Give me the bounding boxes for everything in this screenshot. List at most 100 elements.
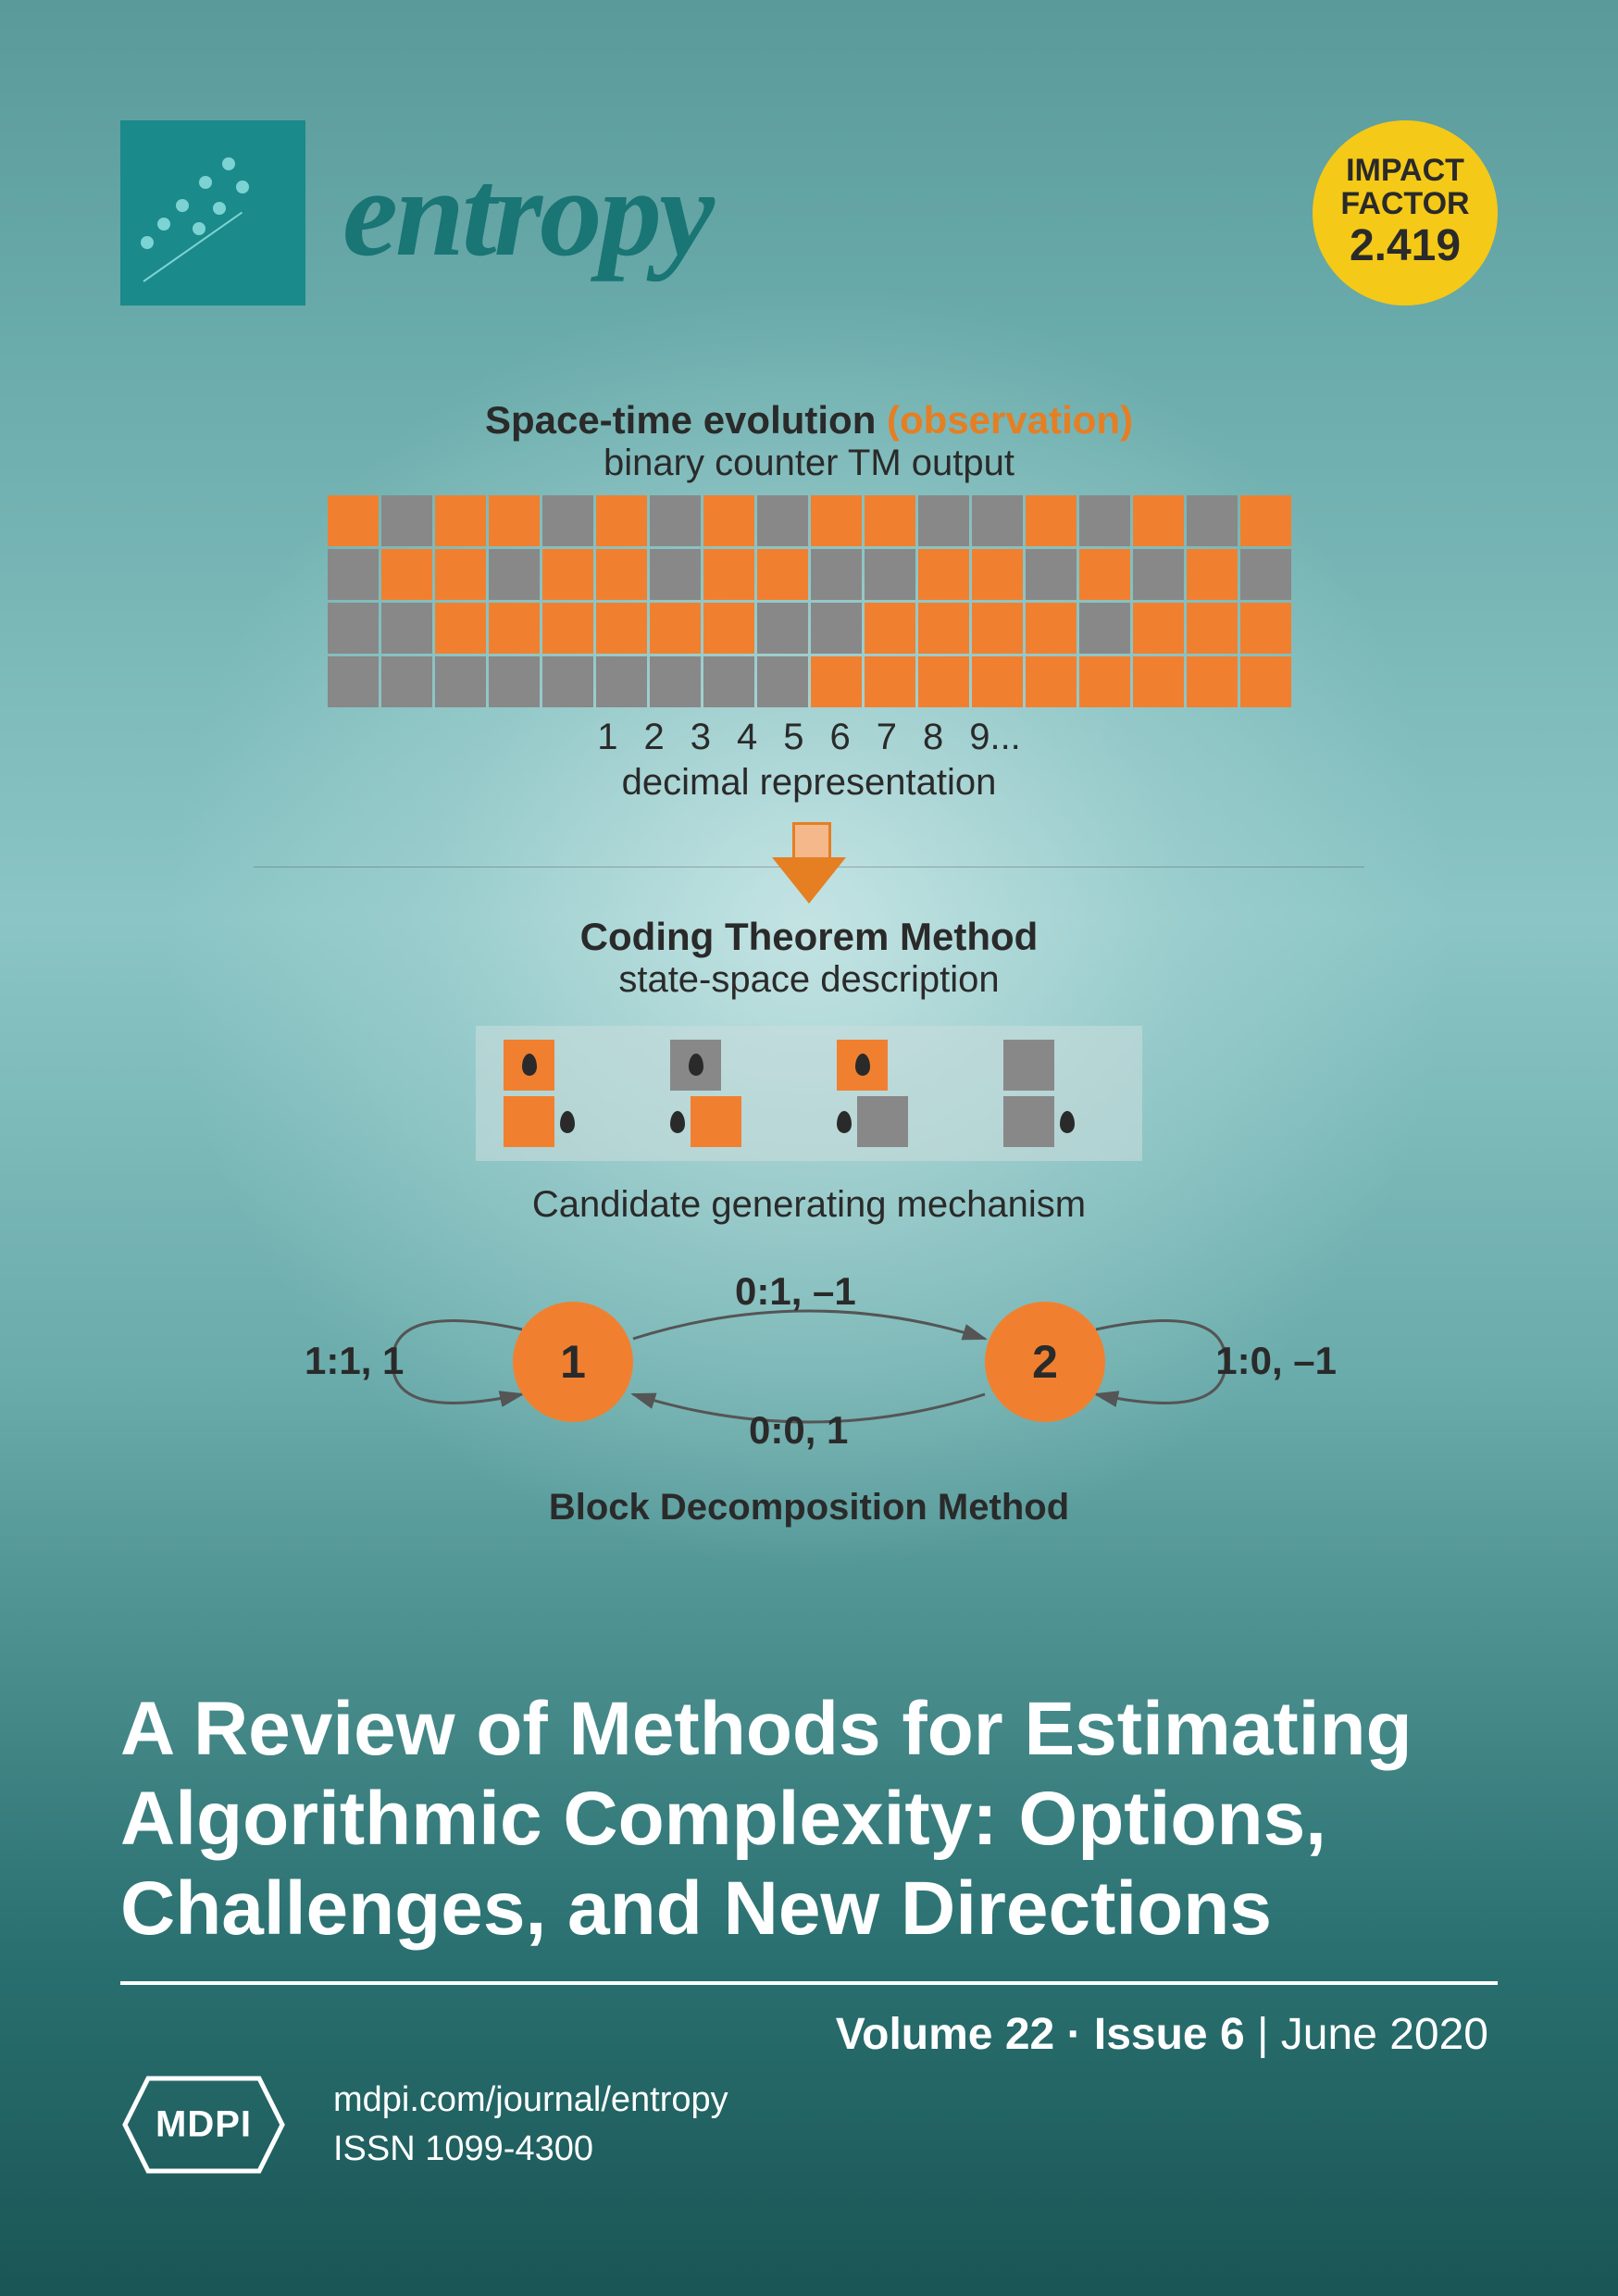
grid-cell (1240, 603, 1291, 654)
grid-cell (489, 549, 540, 600)
decimal-label: decimal representation (622, 762, 997, 804)
number-label: 9... (969, 717, 1021, 758)
journal-url: mdpi.com/journal/entropy (333, 2076, 728, 2125)
grid-cell (489, 656, 540, 707)
edge-bot-label: 0:0, 1 (749, 1408, 848, 1453)
grid-cell (1133, 549, 1184, 600)
grid-cell (650, 549, 701, 600)
ctm-subtitle: state-space description (618, 959, 999, 1001)
number-label: 7 (877, 717, 897, 758)
grid-cell (596, 603, 647, 654)
state-diagram: 1 2 0:1, –1 0:0, 1 1:1, 1 1:0, –1 (254, 1255, 1364, 1487)
grid-cell (596, 656, 647, 707)
grid-cell (811, 495, 862, 546)
grid-cell (918, 495, 969, 546)
grid-cell (1079, 495, 1130, 546)
grid-cell (1079, 549, 1130, 600)
grid-cell (381, 656, 432, 707)
grid-cell (1187, 603, 1238, 654)
grid-cell (918, 603, 969, 654)
grid-cell (703, 603, 754, 654)
grid-cell (1133, 495, 1184, 546)
number-label: 4 (737, 717, 757, 758)
impact-label-1: IMPACT (1346, 155, 1464, 188)
arrow-down-icon (772, 822, 846, 905)
issue-number: Issue 6 (1094, 2010, 1245, 2059)
grid-cell (1187, 656, 1238, 707)
number-row: 123456789... (597, 717, 1021, 758)
grid-cell (1026, 603, 1077, 654)
title-main: Space-time evolution (485, 398, 887, 442)
grid-cell (1133, 603, 1184, 654)
number-label: 1 (597, 717, 617, 758)
ctm-title: Coding Theorem Method (580, 915, 1039, 959)
grid-cell (542, 603, 593, 654)
footer: MDPI mdpi.com/journal/entropy ISSN 1099-… (120, 2065, 728, 2185)
article-title: A Review of Methods for Estimating Algor… (120, 1685, 1498, 1953)
state-node-2: 2 (985, 1302, 1105, 1422)
grid-cell (1133, 656, 1184, 707)
grid-cell (328, 603, 379, 654)
grid-cell (650, 656, 701, 707)
grid-cell (435, 603, 486, 654)
impact-value: 2.419 (1350, 220, 1461, 271)
grid-cell (542, 495, 593, 546)
issue-info: Volume 22 · Issue 6 | June 2020 (836, 2009, 1488, 2060)
spacetime-title: Space-time evolution (observation) (485, 398, 1133, 443)
grid-cell (596, 495, 647, 546)
grid-cell (381, 603, 432, 654)
candidate-item (1003, 1040, 1114, 1147)
publisher-name: MDPI (156, 2104, 252, 2146)
title-rule (120, 1981, 1498, 1985)
spacetime-subtitle: binary counter TM output (604, 443, 1014, 484)
state-node-1: 1 (513, 1302, 633, 1422)
number-label: 2 (643, 717, 664, 758)
grid-cell (1026, 549, 1077, 600)
grid-cell (435, 549, 486, 600)
grid-cell (1187, 495, 1238, 546)
number-label: 3 (691, 717, 711, 758)
grid-cell (542, 656, 593, 707)
candidate-item (670, 1040, 781, 1147)
grid-cell (972, 603, 1023, 654)
diagram-area: Space-time evolution (observation) binar… (0, 398, 1618, 1540)
candidate-label: Candidate generating mechanism (532, 1184, 1086, 1226)
grid-cell (865, 656, 915, 707)
number-label: 6 (829, 717, 850, 758)
impact-label-2: FACTOR (1340, 188, 1469, 221)
grid-cell (542, 549, 593, 600)
candidate-item (837, 1040, 948, 1147)
grid-cell (703, 656, 754, 707)
edge-top-label: 0:1, –1 (735, 1269, 856, 1314)
issue-date: June 2020 (1281, 2010, 1488, 2059)
journal-logo (120, 120, 305, 306)
grid-cell (972, 549, 1023, 600)
grid-cell (1240, 549, 1291, 600)
self-loop-1-label: 1:1, 1 (305, 1339, 404, 1383)
grid-cell (972, 656, 1023, 707)
grid-cell (328, 656, 379, 707)
grid-cell (1240, 656, 1291, 707)
grid-cell (435, 495, 486, 546)
issn: ISSN 1099-4300 (333, 2125, 728, 2174)
grid-cell (811, 656, 862, 707)
grid-cell (381, 495, 432, 546)
grid-cell (918, 549, 969, 600)
grid-cell (757, 603, 808, 654)
grid-cell (328, 549, 379, 600)
self-loop-2-label: 1:0, –1 (1215, 1339, 1337, 1383)
grid-cell (1079, 603, 1130, 654)
grid-cell (811, 603, 862, 654)
grid-cell (865, 495, 915, 546)
grid-cell (1187, 549, 1238, 600)
grid-cell (757, 549, 808, 600)
grid-cell (650, 495, 701, 546)
grid-cell (703, 549, 754, 600)
grid-cell (865, 549, 915, 600)
grid-cell (489, 603, 540, 654)
bdm-label: Block Decomposition Method (549, 1487, 1069, 1529)
volume: Volume 22 (836, 2010, 1055, 2059)
number-label: 8 (923, 717, 943, 758)
grid-cell (435, 656, 486, 707)
grid-cell (757, 495, 808, 546)
